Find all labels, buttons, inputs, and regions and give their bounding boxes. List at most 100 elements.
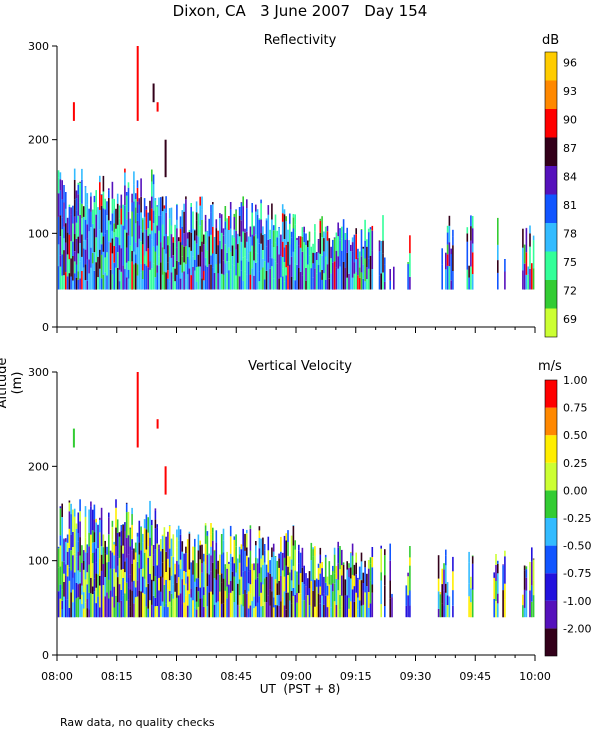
vel-data-cell — [437, 555, 440, 579]
refl-data-cell — [219, 240, 221, 264]
refl-data-cell — [330, 246, 332, 259]
vel-data-cell — [95, 562, 97, 574]
vel-data-cell — [210, 571, 212, 592]
vel-data-cell — [256, 558, 259, 564]
vel-data-cell — [292, 525, 295, 546]
vel-data-cell — [95, 548, 97, 563]
vel-data-cell — [367, 560, 370, 569]
vel-data-cell — [315, 586, 318, 607]
vel-data-cell — [145, 587, 148, 607]
refl-data-cell — [73, 251, 76, 262]
refl-data-cell — [95, 237, 97, 263]
vel-data-cell — [350, 578, 352, 602]
vel-data-cell — [319, 554, 322, 564]
vel-data-cell — [120, 545, 123, 570]
vel-data-cell — [308, 605, 311, 618]
vel-data-cell — [115, 527, 117, 547]
vel-data-cell — [168, 525, 171, 526]
refl-data-cell — [267, 205, 270, 215]
vel-data-cell — [497, 563, 499, 574]
vel-data-cell — [240, 544, 243, 550]
refl-data-cell — [195, 212, 198, 221]
vel-data-cell — [168, 580, 171, 591]
vel-data-cell — [84, 537, 87, 553]
vel-colorbar-swatch — [545, 545, 557, 574]
refl-data-cell — [529, 233, 531, 247]
vel-data-cell — [170, 538, 173, 557]
refl-data-cell — [84, 186, 87, 207]
refl-data-cell — [294, 263, 296, 281]
vel-data-cell — [185, 572, 187, 584]
vel-data-cell — [142, 568, 144, 577]
refl-data-cell — [190, 232, 192, 251]
refl-data-cell — [348, 273, 350, 290]
x-tick-label: 08:00 — [41, 670, 73, 683]
vel-data-cell — [267, 536, 270, 551]
refl-data-cell — [235, 230, 237, 250]
refl-data-cell — [228, 261, 230, 271]
refl-data-cell — [183, 211, 185, 234]
vel-data-cell — [283, 591, 286, 606]
vel-data-cell — [79, 499, 81, 512]
vel-data-cell — [72, 547, 74, 556]
vel-data-cell — [125, 582, 128, 601]
vel-data-cell — [86, 552, 89, 573]
refl-data-cell — [165, 212, 167, 234]
refl-data-cell — [84, 206, 87, 220]
refl-data-cell — [255, 252, 257, 263]
refl-data-cell — [497, 272, 499, 290]
vel-data-cell — [262, 565, 264, 585]
vel-data-cell — [348, 597, 350, 609]
vel-data-cell — [115, 546, 117, 573]
refl-colorbar-label: 87 — [563, 142, 577, 155]
vel-data-cell — [247, 583, 250, 592]
refl-data-cell — [529, 268, 531, 290]
refl-data-cell — [271, 219, 273, 245]
refl-data-cell — [389, 280, 391, 290]
vel-data-cell — [195, 587, 198, 602]
vel-data-cell — [278, 558, 280, 568]
refl-data-cell — [249, 236, 252, 252]
refl-data-cell — [90, 211, 92, 227]
refl-data-cell — [65, 272, 67, 290]
vel-data-cell — [296, 574, 298, 593]
vel-data-cell — [287, 566, 289, 576]
refl-data-cell — [249, 251, 252, 275]
refl-data-cell — [111, 198, 114, 214]
refl-data-cell — [226, 261, 228, 274]
vel-data-cell — [495, 581, 497, 601]
vel-data-cell — [348, 608, 350, 618]
refl-data-cell — [351, 237, 354, 243]
vel-data-cell — [186, 539, 189, 554]
refl-data-cell — [199, 266, 201, 278]
refl-data-cell — [265, 246, 268, 271]
vel-data-cell — [68, 607, 71, 618]
vel-data-cell — [339, 594, 341, 610]
vel-data-cell — [253, 608, 255, 618]
refl-data-cell — [151, 196, 153, 209]
vel-data-cell — [452, 590, 454, 606]
refl-data-cell — [61, 199, 63, 218]
refl-data-cell — [269, 229, 271, 239]
vel-data-cell — [199, 540, 201, 546]
refl-data-cell — [90, 267, 92, 290]
vel-data-cell — [116, 519, 119, 533]
vel-data-cell — [70, 550, 72, 571]
vel-data-cell — [90, 553, 92, 578]
vel-data-cell — [122, 553, 124, 569]
refl-data-cell — [263, 234, 266, 262]
refl-data-cell — [181, 245, 184, 257]
vel-data-cell — [79, 521, 81, 538]
vel-data-cell — [131, 539, 133, 550]
vel-data-cell — [192, 600, 194, 618]
vel-data-cell — [267, 572, 270, 596]
vel-data-cell — [337, 563, 339, 580]
refl-data-cell — [179, 216, 182, 229]
vel-data-cell — [124, 546, 126, 562]
vel-data-cell — [276, 595, 279, 606]
vel-data-cell — [81, 585, 83, 595]
refl-data-cell — [371, 225, 374, 231]
vel-data-cell — [59, 566, 62, 585]
vel-data-cell — [255, 541, 257, 546]
refl-data-cell — [358, 258, 361, 268]
